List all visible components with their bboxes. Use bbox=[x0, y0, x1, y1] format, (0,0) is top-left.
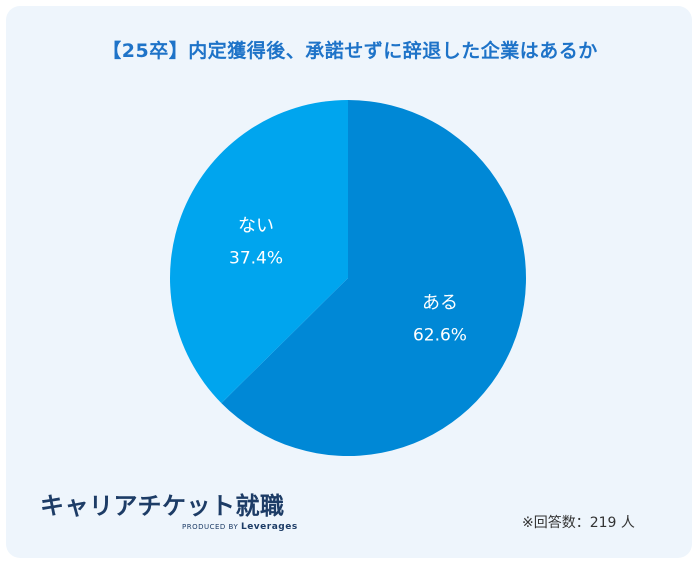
logo-tagline: PRODUCED BY Leverages bbox=[182, 522, 298, 532]
slice-value-0: 62.6% bbox=[413, 325, 467, 345]
slice-label-0: ある bbox=[422, 292, 458, 313]
respondent-count: ※回答数：219 人 bbox=[522, 515, 635, 531]
chart-title: 【25卒】内定獲得後、承諾せずに辞退した企業はあるか bbox=[102, 40, 598, 62]
pie-slice-0 bbox=[221, 100, 526, 456]
logo-company: Leverages bbox=[240, 522, 298, 532]
brand-logo: キャリアチケット就職 PRODUCED BY Leverages bbox=[40, 486, 297, 532]
logo-produced-by: PRODUCED BY bbox=[182, 523, 239, 531]
logo-wordmark: キャリアチケット就職 bbox=[40, 492, 285, 520]
slice-value-1: 37.4% bbox=[229, 249, 283, 269]
pie-slice-1 bbox=[170, 100, 348, 404]
slice-label-1: ない bbox=[238, 216, 274, 237]
